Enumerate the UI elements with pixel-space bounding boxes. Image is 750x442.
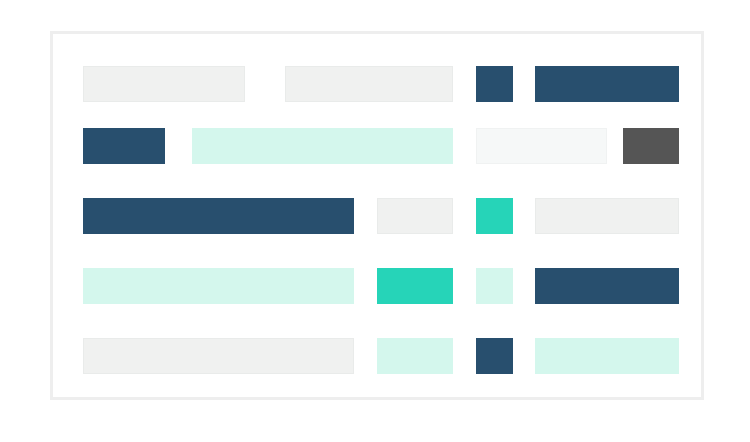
- placeholder-block: [623, 128, 679, 164]
- placeholder-block: [476, 198, 513, 234]
- placeholder-block: [192, 128, 453, 164]
- placeholder-block: [535, 338, 679, 374]
- placeholder-block: [535, 198, 679, 234]
- placeholder-block: [285, 66, 453, 102]
- placeholder-block: [476, 268, 513, 304]
- placeholder-block: [83, 128, 165, 164]
- placeholder-block: [535, 268, 679, 304]
- placeholder-block: [377, 338, 453, 374]
- placeholder-block: [535, 66, 679, 102]
- placeholder-block: [83, 66, 245, 102]
- placeholder-block: [476, 66, 513, 102]
- placeholder-block: [83, 338, 354, 374]
- placeholder-block: [83, 198, 354, 234]
- placeholder-block: [377, 268, 453, 304]
- placeholder-block: [377, 198, 453, 234]
- placeholder-block: [83, 268, 354, 304]
- placeholder-block: [476, 128, 607, 164]
- placeholder-block: [476, 338, 513, 374]
